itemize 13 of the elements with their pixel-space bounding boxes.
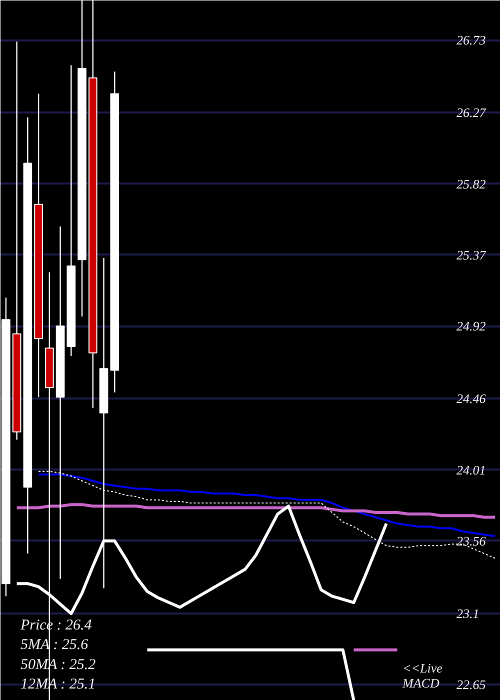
y-tick-label: 23.1: [456, 606, 480, 622]
y-tick-label: 23.56: [456, 533, 486, 548]
line-series: [38, 474, 496, 538]
y-tick-label: 26.27: [456, 105, 486, 120]
y-tick-label: 22.65: [456, 677, 486, 692]
y-tick-label: 25.82: [456, 176, 486, 192]
y-tick-label: 25.37: [456, 247, 486, 262]
annotation: <<Live MACD: [402, 660, 443, 690]
y-tick-label: 24.92: [456, 318, 486, 334]
y-tick-label: 24.01: [456, 462, 486, 478]
line-series: [15, 503, 497, 519]
y-tick-label: 24.46: [456, 391, 486, 406]
y-tick-label: 26.73: [456, 32, 486, 48]
